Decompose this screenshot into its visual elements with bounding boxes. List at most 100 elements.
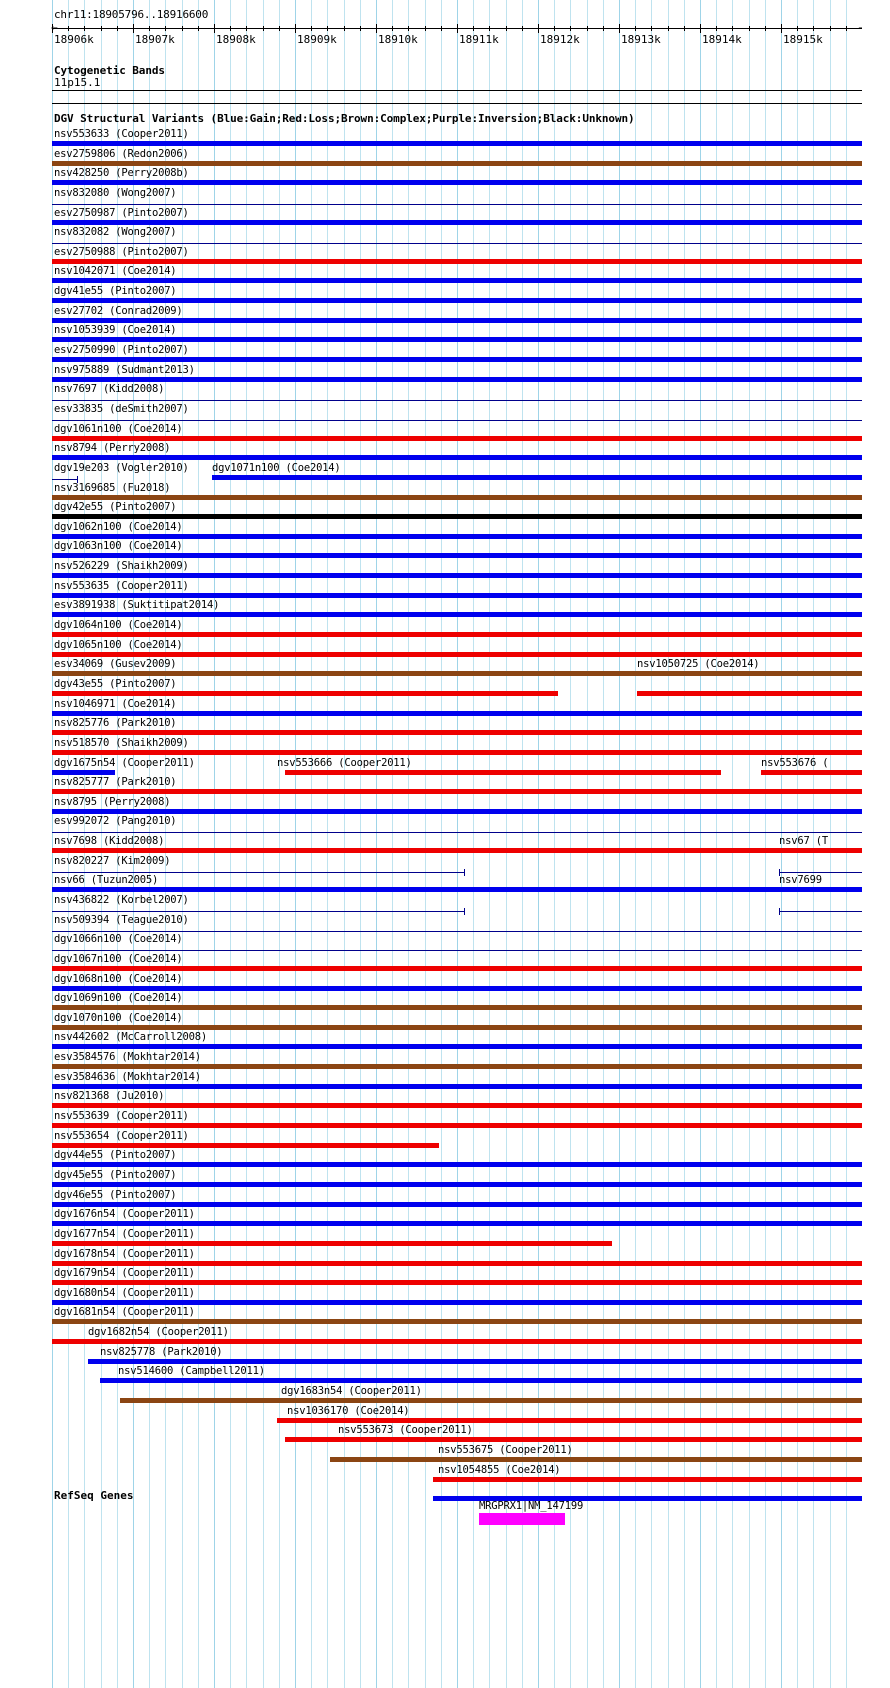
dgv-track-row[interactable]: dgv1676n54 (Cooper2011): [0, 1208, 890, 1228]
variant-bar[interactable]: [52, 690, 558, 696]
dgv-track-row[interactable]: esv3891938 (Suktitipat2014): [0, 599, 890, 619]
variant-bar[interactable]: [52, 808, 862, 814]
variant-bar[interactable]: [52, 832, 862, 834]
variant-bar[interactable]: [52, 1339, 862, 1345]
dgv-track-row[interactable]: nsv553673 (Cooper2011): [0, 1424, 890, 1444]
dgv-track-row[interactable]: nsv825778 (Park2010): [0, 1346, 890, 1366]
variant-bar[interactable]: [52, 337, 862, 343]
variant-bar[interactable]: [52, 1280, 862, 1286]
dgv-track-row[interactable]: dgv1683n54 (Cooper2011): [0, 1385, 890, 1405]
dgv-track-row[interactable]: dgv1678n54 (Cooper2011): [0, 1248, 890, 1268]
dgv-track-row[interactable]: dgv42e55 (Pinto2007): [0, 501, 890, 521]
variant-bar[interactable]: [52, 710, 862, 716]
variant-bar[interactable]: [52, 573, 862, 579]
variant-bar[interactable]: [52, 1005, 862, 1011]
dgv-track-row[interactable]: nsv442602 (McCarroll2008): [0, 1031, 890, 1051]
variant-bar[interactable]: [52, 868, 465, 876]
coordinate-ruler[interactable]: ← →: [51, 22, 865, 33]
dgv-track-row[interactable]: dgv1061n100 (Coe2014): [0, 423, 890, 443]
variant-bar[interactable]: [52, 1299, 862, 1305]
dgv-track-row[interactable]: dgv46e55 (Pinto2007): [0, 1189, 890, 1209]
dgv-track-row[interactable]: nsv509394 (Teague2010): [0, 914, 890, 934]
variant-bar[interactable]: [52, 180, 862, 186]
variant-bar[interactable]: [52, 1083, 862, 1089]
variant-bar[interactable]: [433, 1496, 862, 1502]
dgv-track-row[interactable]: dgv1068n100 (Coe2014): [0, 973, 890, 993]
variant-bar[interactable]: [52, 965, 862, 971]
variant-bar[interactable]: [285, 769, 721, 775]
variant-bar[interactable]: [52, 533, 862, 539]
dgv-track-row[interactable]: dgv1069n100 (Coe2014): [0, 992, 890, 1012]
variant-bar[interactable]: [52, 930, 862, 932]
dgv-track-row[interactable]: dgv1680n54 (Cooper2011): [0, 1287, 890, 1307]
dgv-track-row[interactable]: nsv436822 (Korbel2007): [0, 894, 890, 915]
variant-bar[interactable]: [52, 651, 862, 657]
variant-bar[interactable]: [637, 690, 862, 696]
dgv-track-row[interactable]: dgv45e55 (Pinto2007): [0, 1169, 890, 1189]
dgv-track-row[interactable]: [0, 1483, 890, 1503]
dgv-track-row[interactable]: dgv1675n54 (Cooper2011) nsv553666 (Cooper…: [0, 757, 890, 777]
variant-bar[interactable]: [52, 298, 862, 304]
variant-bar[interactable]: [52, 419, 862, 421]
variant-bar[interactable]: [52, 1260, 862, 1266]
dgv-track-row[interactable]: dgv1679n54 (Cooper2011): [0, 1267, 890, 1287]
dgv-track-row[interactable]: nsv553654 (Cooper2011): [0, 1130, 890, 1150]
dgv-track-row[interactable]: nsv975889 (Sudmant2013): [0, 364, 890, 384]
dgv-track-row[interactable]: esv2750990 (Pinto2007): [0, 344, 890, 364]
dgv-track-row[interactable]: nsv553639 (Cooper2011): [0, 1110, 890, 1130]
dgv-track-row[interactable]: nsv1053939 (Coe2014): [0, 324, 890, 344]
dgv-track-row[interactable]: dgv1682n54 (Cooper2011): [0, 1326, 890, 1346]
dgv-track-row[interactable]: dgv1063n100 (Coe2014): [0, 540, 890, 560]
dgv-track-row[interactable]: nsv66 (Tuzun2005) nsv7699: [0, 874, 890, 894]
variant-bar[interactable]: [52, 749, 862, 755]
variant-bar[interactable]: [52, 278, 862, 284]
dgv-track-row[interactable]: dgv1677n54 (Cooper2011): [0, 1228, 890, 1248]
variant-bar[interactable]: [779, 868, 862, 876]
dgv-track-row[interactable]: nsv526229 (Shaikh2009): [0, 560, 890, 580]
variant-bar[interactable]: [52, 592, 862, 598]
variant-bar[interactable]: [52, 1142, 439, 1148]
variant-bar[interactable]: [52, 141, 862, 146]
variant-bar[interactable]: [52, 317, 862, 323]
variant-bar[interactable]: [52, 514, 862, 520]
dgv-track-row[interactable]: nsv832080 (Wong2007): [0, 187, 890, 207]
variant-bar[interactable]: [52, 1201, 862, 1207]
dgv-track-row[interactable]: dgv1062n100 (Coe2014): [0, 521, 890, 541]
dgv-track-row[interactable]: nsv1046971 (Coe2014): [0, 698, 890, 718]
dgv-track-row[interactable]: nsv1036170 (Coe2014): [0, 1405, 890, 1425]
dgv-track-row[interactable]: dgv41e55 (Pinto2007): [0, 285, 890, 305]
dgv-track-row[interactable]: nsv820227 (Kim2009): [0, 855, 890, 876]
dgv-track-row[interactable]: nsv8794 (Perry2008): [0, 442, 890, 462]
dgv-track-row[interactable]: esv2750987 (Pinto2007): [0, 207, 890, 227]
gene-bar[interactable]: [479, 1513, 565, 1525]
variant-bar[interactable]: [52, 985, 862, 991]
variant-bar[interactable]: [285, 1437, 862, 1443]
variant-bar[interactable]: [52, 950, 862, 952]
dgv-track-row[interactable]: nsv1042071 (Coe2014): [0, 265, 890, 285]
dgv-track-row[interactable]: dgv43e55 (Pinto2007): [0, 678, 890, 698]
dgv-track-row[interactable]: dgv44e55 (Pinto2007): [0, 1149, 890, 1169]
variant-bar[interactable]: [330, 1456, 862, 1462]
dgv-track-row[interactable]: nsv518570 (Shaikh2009): [0, 737, 890, 757]
variant-bar[interactable]: [52, 258, 862, 264]
variant-bar[interactable]: [88, 1358, 862, 1364]
dgv-track-row[interactable]: nsv821368 (Ju2010): [0, 1090, 890, 1110]
variant-bar[interactable]: [52, 907, 465, 915]
variant-bar[interactable]: [779, 907, 862, 915]
variant-bar[interactable]: [52, 612, 862, 618]
dgv-track-row[interactable]: nsv428250 (Perry2008b): [0, 167, 890, 187]
variant-bar[interactable]: [52, 1123, 862, 1129]
variant-bar[interactable]: [52, 730, 862, 736]
variant-bar[interactable]: [52, 203, 862, 205]
dgv-track-row[interactable]: nsv553675 (Cooper2011): [0, 1444, 890, 1464]
dgv-track-row[interactable]: esv34069 (Gusev2009) nsv1050725 (Coe2014): [0, 658, 890, 678]
variant-bar[interactable]: [52, 553, 862, 559]
variant-bar[interactable]: [433, 1476, 862, 1482]
variant-bar[interactable]: [52, 1103, 862, 1109]
dgv-track-row[interactable]: nsv832082 (Wong2007): [0, 226, 890, 246]
dgv-track-row[interactable]: nsv3169685 (Fu2018): [0, 482, 890, 502]
variant-bar[interactable]: [52, 160, 862, 166]
dgv-track-row[interactable]: esv3584636 (Mokhtar2014): [0, 1071, 890, 1091]
variant-bar[interactable]: [52, 1162, 862, 1168]
dgv-track-row[interactable]: dgv1065n100 (Coe2014): [0, 639, 890, 659]
